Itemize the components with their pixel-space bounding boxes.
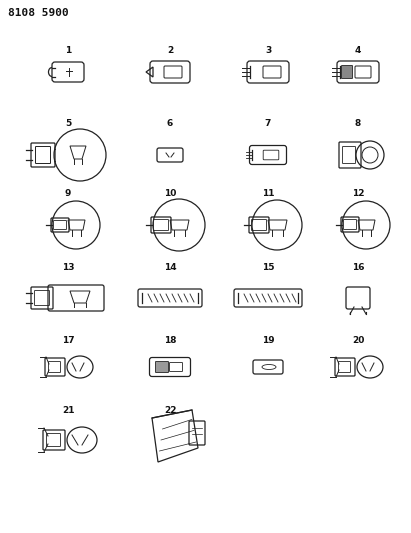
Text: 15: 15: [262, 263, 274, 272]
Text: 20: 20: [352, 336, 364, 345]
Text: 11: 11: [262, 189, 274, 198]
Text: 8: 8: [355, 119, 361, 128]
Text: 6: 6: [167, 119, 173, 128]
FancyBboxPatch shape: [342, 66, 353, 78]
Text: 13: 13: [62, 263, 74, 272]
Text: 1: 1: [65, 46, 71, 55]
Text: 12: 12: [352, 189, 364, 198]
Text: 10: 10: [164, 189, 176, 198]
Text: 16: 16: [352, 263, 364, 272]
Text: 8108 5900: 8108 5900: [8, 8, 69, 18]
Text: 19: 19: [262, 336, 274, 345]
Text: 14: 14: [164, 263, 176, 272]
FancyBboxPatch shape: [155, 361, 169, 373]
Text: 5: 5: [65, 119, 71, 128]
Text: 18: 18: [164, 336, 176, 345]
Text: 4: 4: [355, 46, 361, 55]
Text: 3: 3: [265, 46, 271, 55]
Text: 2: 2: [167, 46, 173, 55]
Text: 17: 17: [62, 336, 74, 345]
Text: 7: 7: [265, 119, 271, 128]
Text: 22: 22: [164, 406, 176, 415]
Text: 21: 21: [62, 406, 74, 415]
Text: 9: 9: [65, 189, 71, 198]
